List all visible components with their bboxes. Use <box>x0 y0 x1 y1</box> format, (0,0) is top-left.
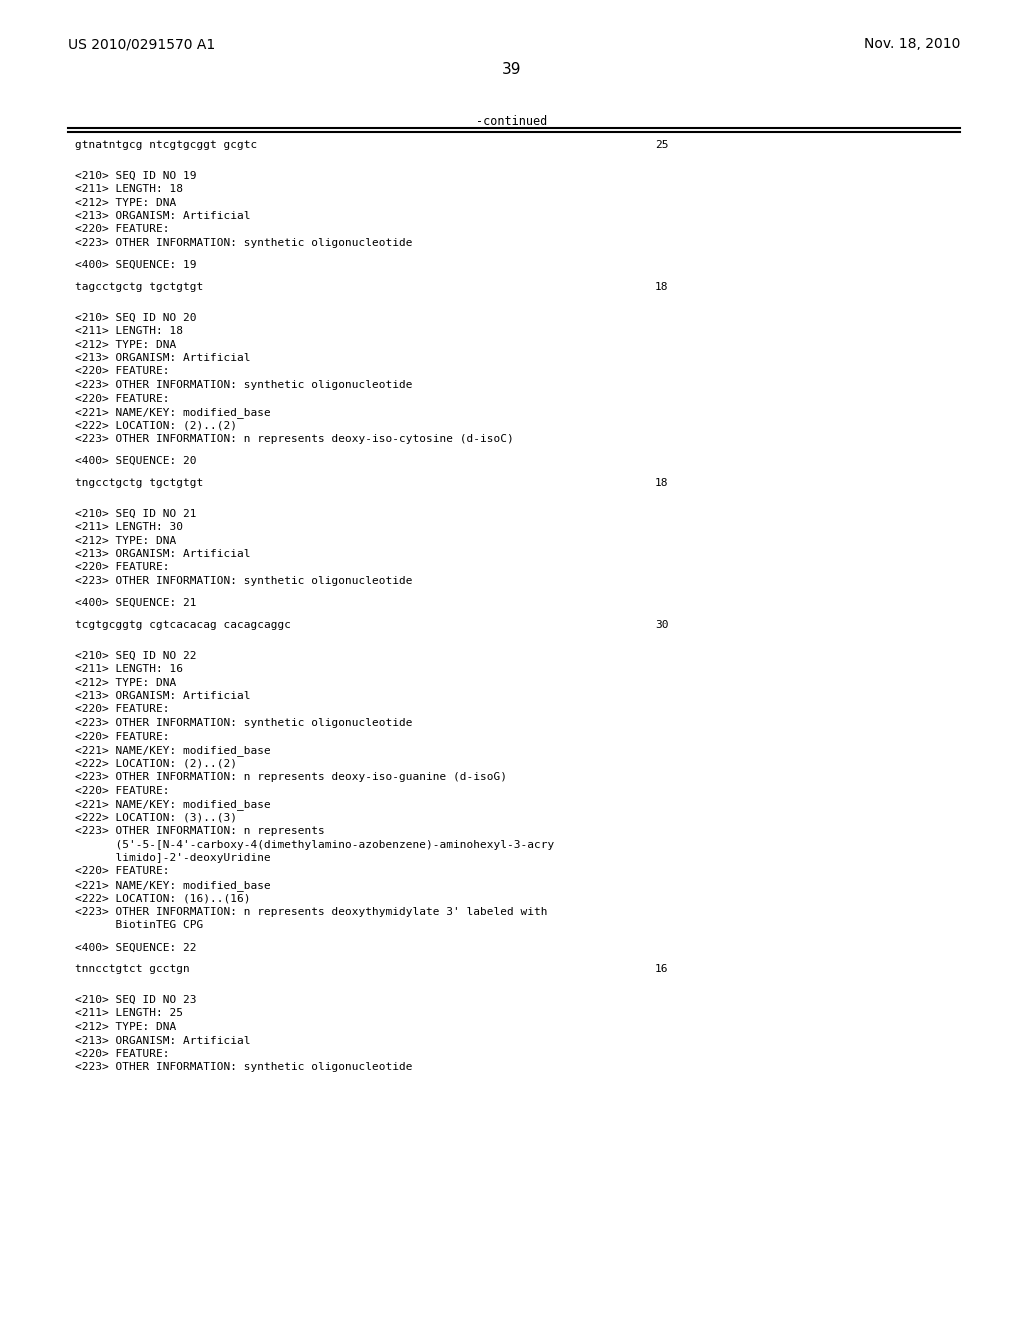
Text: <223> OTHER INFORMATION: n represents deoxythymidylate 3' labeled with: <223> OTHER INFORMATION: n represents de… <box>75 907 548 917</box>
Text: <222> LOCATION: (16)..(16): <222> LOCATION: (16)..(16) <box>75 894 251 903</box>
Text: <212> TYPE: DNA: <212> TYPE: DNA <box>75 339 176 350</box>
Text: <210> SEQ ID NO 19: <210> SEQ ID NO 19 <box>75 170 197 181</box>
Text: <213> ORGANISM: Artificial: <213> ORGANISM: Artificial <box>75 211 251 220</box>
Text: US 2010/0291570 A1: US 2010/0291570 A1 <box>68 37 215 51</box>
Text: <222> LOCATION: (3)..(3): <222> LOCATION: (3)..(3) <box>75 813 237 822</box>
Text: 39: 39 <box>502 62 522 77</box>
Text: <213> ORGANISM: Artificial: <213> ORGANISM: Artificial <box>75 690 251 701</box>
Text: <221> NAME/KEY: modified_base: <221> NAME/KEY: modified_base <box>75 407 270 418</box>
Text: <211> LENGTH: 18: <211> LENGTH: 18 <box>75 326 183 337</box>
Text: <400> SEQUENCE: 20: <400> SEQUENCE: 20 <box>75 455 197 466</box>
Text: <211> LENGTH: 30: <211> LENGTH: 30 <box>75 521 183 532</box>
Text: tnncctgtct gcctgn: tnncctgtct gcctgn <box>75 965 189 974</box>
Text: <220> FEATURE:: <220> FEATURE: <box>75 562 170 573</box>
Text: 25: 25 <box>655 140 669 150</box>
Text: <220> FEATURE:: <220> FEATURE: <box>75 367 170 376</box>
Text: BiotinTEG CPG: BiotinTEG CPG <box>75 920 203 931</box>
Text: limido]-2'-deoxyUridine: limido]-2'-deoxyUridine <box>75 853 270 863</box>
Text: <211> LENGTH: 16: <211> LENGTH: 16 <box>75 664 183 675</box>
Text: <210> SEQ ID NO 23: <210> SEQ ID NO 23 <box>75 995 197 1005</box>
Text: <221> NAME/KEY: modified_base: <221> NAME/KEY: modified_base <box>75 744 270 756</box>
Text: <220> FEATURE:: <220> FEATURE: <box>75 705 170 714</box>
Text: <220> FEATURE:: <220> FEATURE: <box>75 224 170 235</box>
Text: <211> LENGTH: 25: <211> LENGTH: 25 <box>75 1008 183 1019</box>
Text: <221> NAME/KEY: modified_base: <221> NAME/KEY: modified_base <box>75 880 270 891</box>
Text: <222> LOCATION: (2)..(2): <222> LOCATION: (2)..(2) <box>75 421 237 430</box>
Text: <223> OTHER INFORMATION: n represents deoxy-iso-cytosine (d-isoC): <223> OTHER INFORMATION: n represents de… <box>75 434 514 444</box>
Text: <213> ORGANISM: Artificial: <213> ORGANISM: Artificial <box>75 352 251 363</box>
Text: <213> ORGANISM: Artificial: <213> ORGANISM: Artificial <box>75 549 251 558</box>
Text: <223> OTHER INFORMATION: synthetic oligonucleotide: <223> OTHER INFORMATION: synthetic oligo… <box>75 718 413 729</box>
Text: tagcctgctg tgctgtgt: tagcctgctg tgctgtgt <box>75 282 203 292</box>
Text: tngcctgctg tgctgtgt: tngcctgctg tgctgtgt <box>75 478 203 488</box>
Text: gtnatntgcg ntcgtgcggt gcgtc: gtnatntgcg ntcgtgcggt gcgtc <box>75 140 257 150</box>
Text: 18: 18 <box>655 282 669 292</box>
Text: <220> FEATURE:: <220> FEATURE: <box>75 866 170 876</box>
Text: <212> TYPE: DNA: <212> TYPE: DNA <box>75 198 176 207</box>
Text: <400> SEQUENCE: 19: <400> SEQUENCE: 19 <box>75 260 197 271</box>
Text: <210> SEQ ID NO 22: <210> SEQ ID NO 22 <box>75 651 197 660</box>
Text: 18: 18 <box>655 478 669 488</box>
Text: <212> TYPE: DNA: <212> TYPE: DNA <box>75 536 176 545</box>
Text: <212> TYPE: DNA: <212> TYPE: DNA <box>75 677 176 688</box>
Text: <220> FEATURE:: <220> FEATURE: <box>75 785 170 796</box>
Text: <400> SEQUENCE: 22: <400> SEQUENCE: 22 <box>75 942 197 953</box>
Text: <212> TYPE: DNA: <212> TYPE: DNA <box>75 1022 176 1032</box>
Text: <210> SEQ ID NO 20: <210> SEQ ID NO 20 <box>75 313 197 322</box>
Text: <221> NAME/KEY: modified_base: <221> NAME/KEY: modified_base <box>75 799 270 810</box>
Text: <210> SEQ ID NO 21: <210> SEQ ID NO 21 <box>75 508 197 519</box>
Text: <223> OTHER INFORMATION: n represents deoxy-iso-guanine (d-isoG): <223> OTHER INFORMATION: n represents de… <box>75 772 507 781</box>
Text: <223> OTHER INFORMATION: n represents: <223> OTHER INFORMATION: n represents <box>75 826 325 836</box>
Text: <222> LOCATION: (2)..(2): <222> LOCATION: (2)..(2) <box>75 759 237 768</box>
Text: <220> FEATURE:: <220> FEATURE: <box>75 393 170 404</box>
Text: <220> FEATURE:: <220> FEATURE: <box>75 1049 170 1059</box>
Text: (5'-5-[N-4'-carboxy-4(dimethylamino-azobenzene)-aminohexyl-3-acry: (5'-5-[N-4'-carboxy-4(dimethylamino-azob… <box>75 840 554 850</box>
Text: Nov. 18, 2010: Nov. 18, 2010 <box>863 37 961 51</box>
Text: <220> FEATURE:: <220> FEATURE: <box>75 731 170 742</box>
Text: <223> OTHER INFORMATION: synthetic oligonucleotide: <223> OTHER INFORMATION: synthetic oligo… <box>75 380 413 389</box>
Text: <213> ORGANISM: Artificial: <213> ORGANISM: Artificial <box>75 1035 251 1045</box>
Text: 16: 16 <box>655 965 669 974</box>
Text: <223> OTHER INFORMATION: synthetic oligonucleotide: <223> OTHER INFORMATION: synthetic oligo… <box>75 238 413 248</box>
Text: <211> LENGTH: 18: <211> LENGTH: 18 <box>75 183 183 194</box>
Text: 30: 30 <box>655 620 669 630</box>
Text: tcgtgcggtg cgtcacacag cacagcaggc: tcgtgcggtg cgtcacacag cacagcaggc <box>75 620 291 630</box>
Text: <223> OTHER INFORMATION: synthetic oligonucleotide: <223> OTHER INFORMATION: synthetic oligo… <box>75 576 413 586</box>
Text: <223> OTHER INFORMATION: synthetic oligonucleotide: <223> OTHER INFORMATION: synthetic oligo… <box>75 1063 413 1072</box>
Text: -continued: -continued <box>476 115 548 128</box>
Text: <400> SEQUENCE: 21: <400> SEQUENCE: 21 <box>75 598 197 609</box>
